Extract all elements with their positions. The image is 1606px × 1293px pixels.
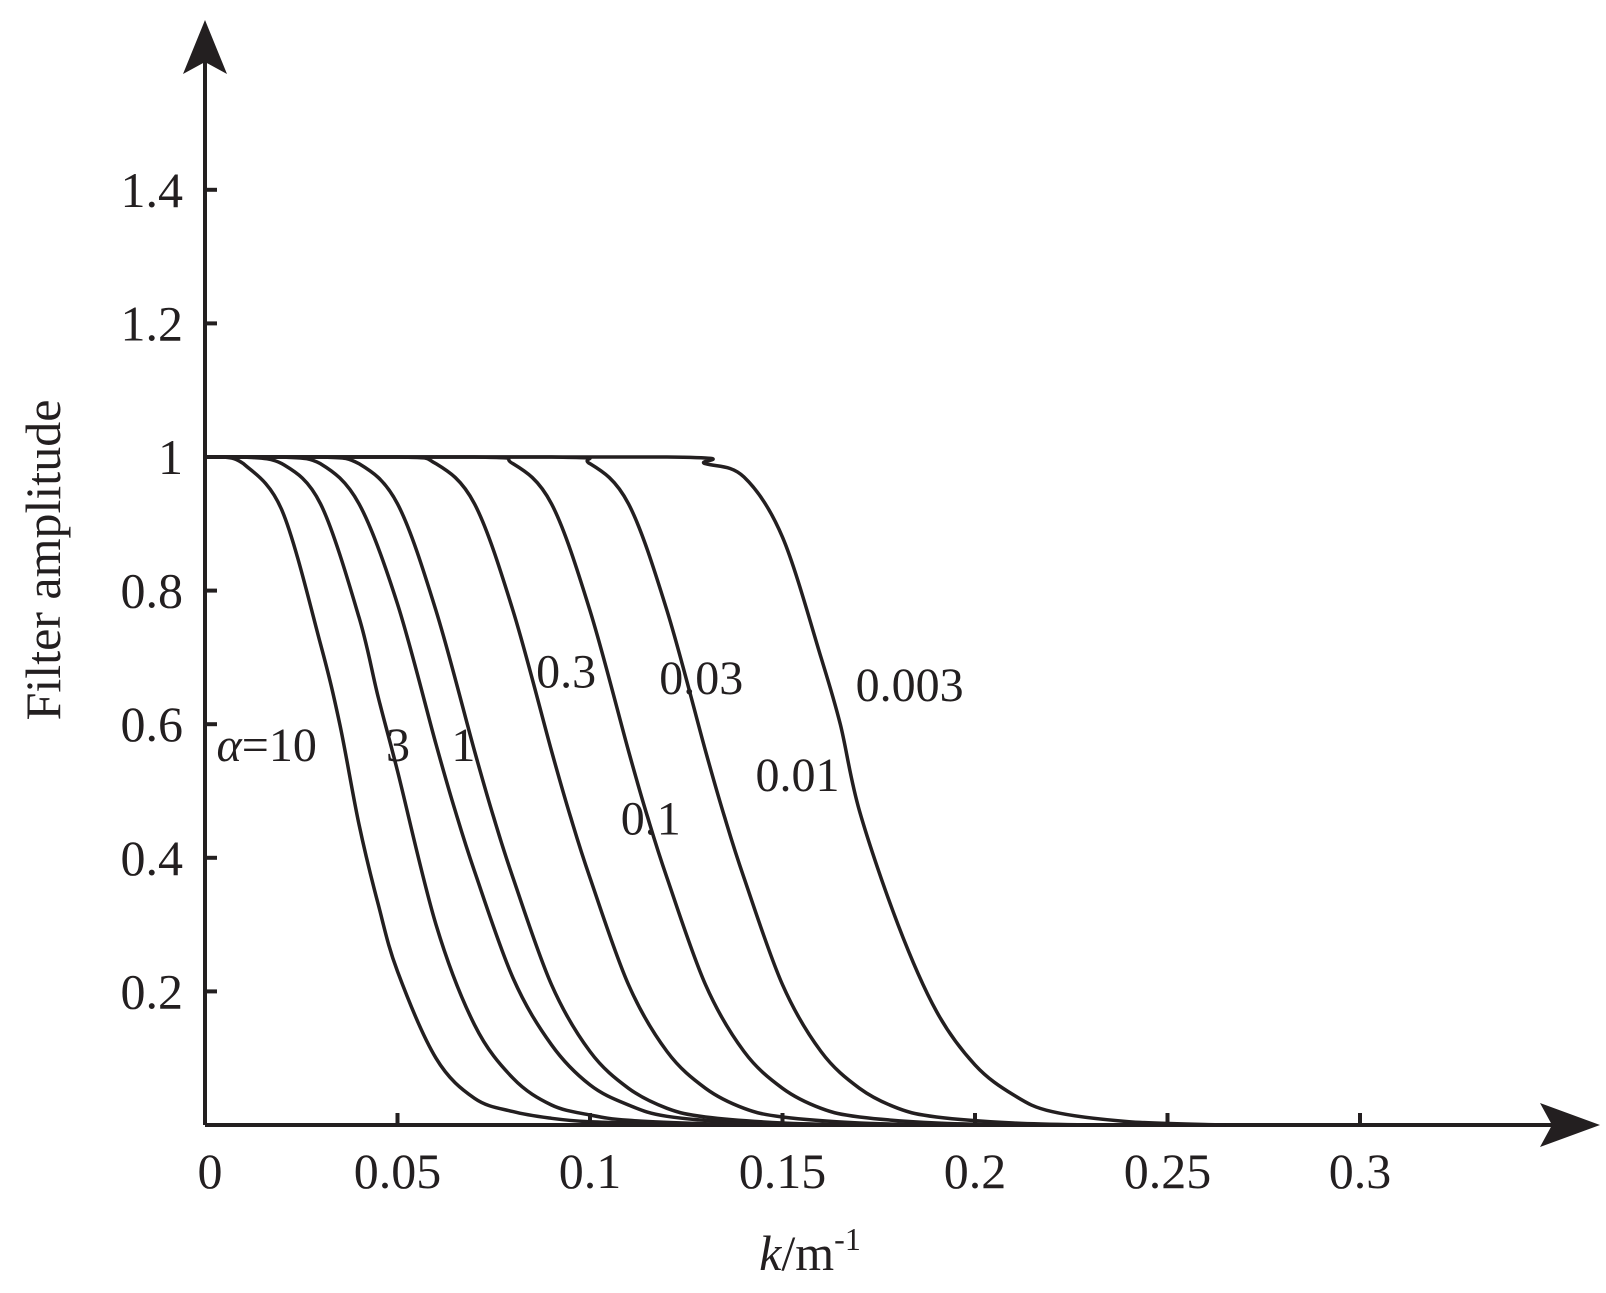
x-tick-label: 0.05 [354,1143,442,1199]
y-tick-label: 0.6 [121,696,184,752]
curve-series-4 [204,455,937,1127]
curve-label: 0.1 [621,792,681,845]
curve-series-5 [204,455,1014,1127]
curve-series-3 [204,455,860,1127]
x-axis-arrow-icon [1540,1103,1600,1147]
y-tick-label: 1.4 [121,162,184,218]
x-tick-label: 0.15 [739,1143,827,1199]
curve-label: 0.03 [659,652,743,705]
x-axis-title: k/m-1 [759,1221,861,1281]
curve-series-1 [204,455,783,1127]
y-axis-title: Filter amplitude [15,400,71,721]
curve-series-7 [204,455,1226,1127]
y-ticks: 0.2 0.4 0.6 0.8 1 1.2 1.4 [121,162,217,1019]
y-tick-label: 0.2 [121,963,184,1019]
curve-series-2 [204,455,822,1127]
curve-label: 0.003 [856,659,964,712]
y-tick-label: 0.8 [121,563,184,619]
curve-labels: α=10 3 1 0.3 0.1 0.030.01 0.003 [217,645,964,845]
x-tick-label: 0 [198,1143,223,1199]
x-tick-label: 0.25 [1124,1143,1212,1199]
x-ticks: 0 0.05 0.1 0.15 0.2 0.25 0.3 [198,1113,1392,1199]
y-tick-label: 0.4 [121,830,184,886]
curve-label: 0.3 [536,645,596,698]
y-axis-arrow-icon [183,20,227,74]
curve-label: 0.01 [756,749,840,802]
curves [204,455,1226,1127]
x-tick-label: 0.3 [1329,1143,1392,1199]
x-tick-label: 0.2 [944,1143,1007,1199]
curve-label: 3 [386,719,410,772]
y-tick-label: 1.2 [121,295,184,351]
x-tick-label: 0.1 [559,1143,622,1199]
curve-series-0 [204,455,745,1127]
y-tick-label: 1 [158,429,183,485]
curve-label: 1 [451,719,475,772]
curve-label: α=10 [217,719,317,772]
